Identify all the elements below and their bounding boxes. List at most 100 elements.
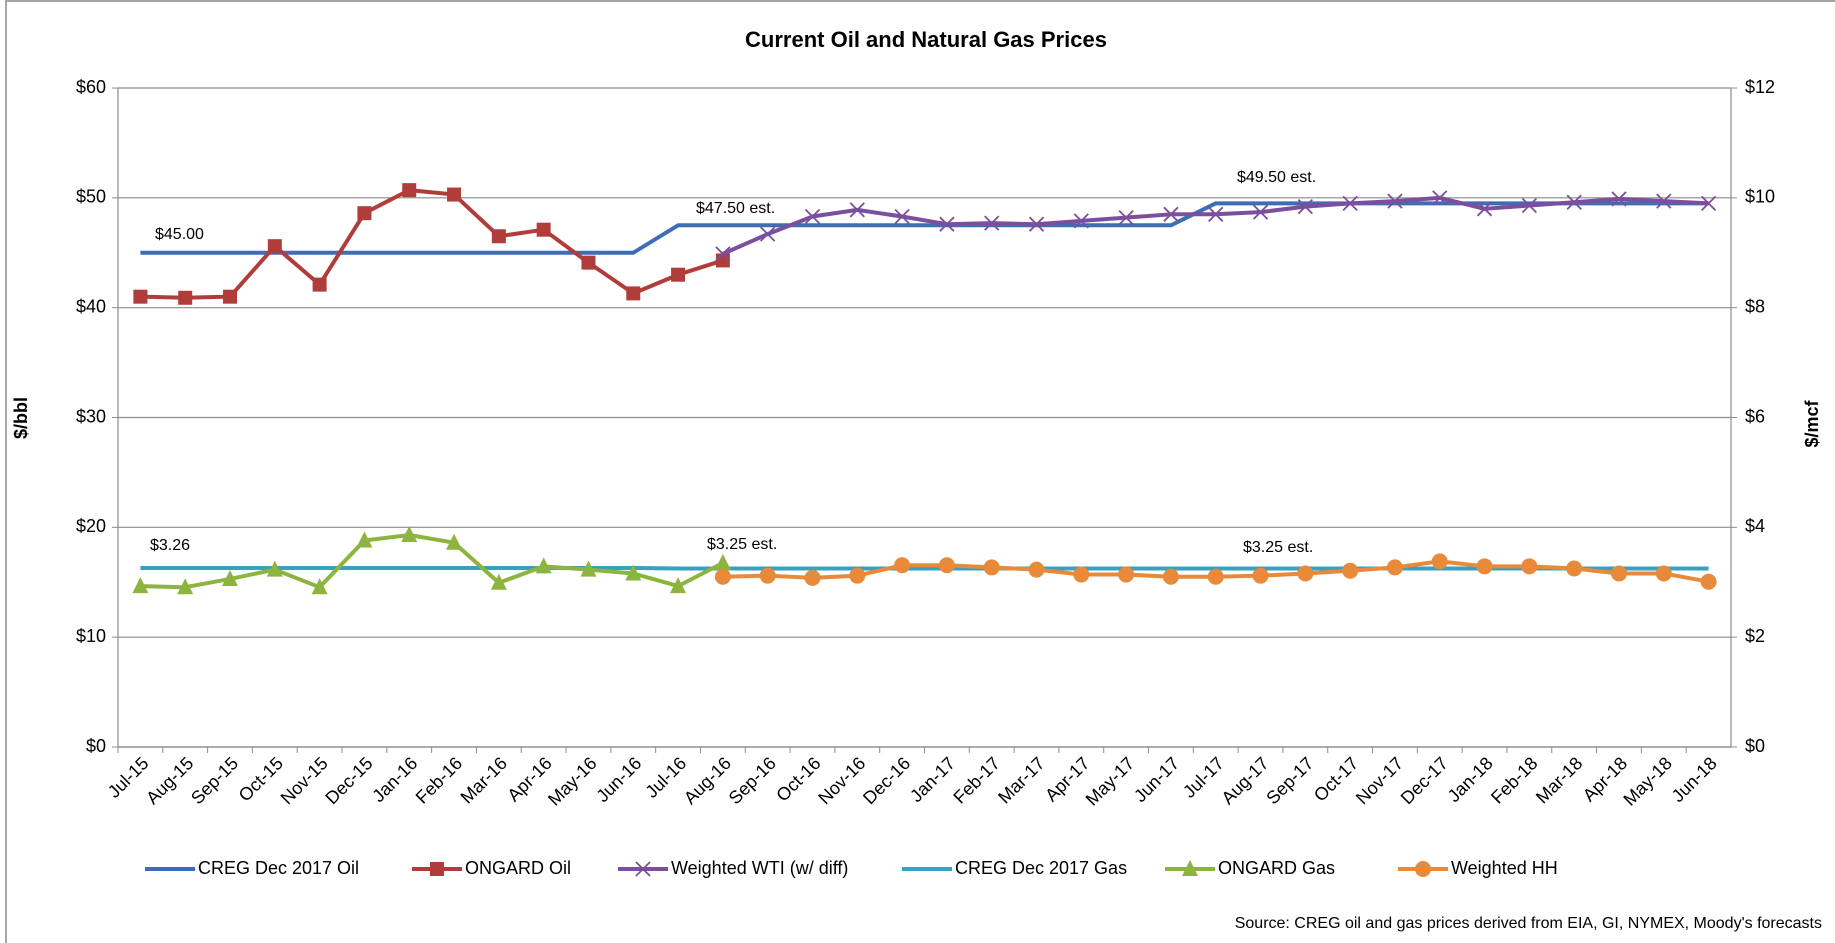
marker (178, 290, 193, 305)
marker (939, 216, 955, 232)
marker (671, 267, 686, 282)
y-tick-label: $30 (76, 406, 106, 426)
x-tick-label: Nov-16 (814, 753, 869, 808)
annotation: $49.50 est. (1237, 169, 1316, 186)
y2-tick-label: $0 (1745, 736, 1765, 756)
y2-tick-label: $8 (1745, 296, 1765, 316)
marker (984, 215, 1000, 231)
annotation: $45.00 (155, 226, 204, 243)
y2-tick-label: $12 (1745, 77, 1775, 97)
marker (715, 246, 731, 262)
marker (1655, 565, 1672, 582)
x-tick-label: Jun-18 (1668, 753, 1721, 806)
marker (1611, 191, 1627, 207)
marker (804, 569, 821, 586)
marker (1297, 198, 1313, 215)
marker (635, 861, 651, 877)
marker (311, 578, 328, 595)
x-tick-label: Aug-16 (680, 753, 735, 808)
marker (490, 573, 507, 590)
marker (1252, 567, 1269, 584)
x-tick-label: Jun-17 (1130, 753, 1183, 806)
y-axis-title: $/bbl (11, 397, 31, 439)
x-tick-label: Jan-17 (906, 753, 959, 806)
x-tick-label: Sep-17 (1262, 753, 1317, 808)
x-tick-label: Dec-15 (321, 753, 376, 808)
y-tick-label: $10 (76, 626, 106, 646)
y2-tick-label: $2 (1745, 626, 1765, 646)
marker (1252, 204, 1269, 220)
marker (581, 255, 596, 270)
x-tick-label: Mar-18 (1532, 753, 1586, 807)
marker (1521, 558, 1538, 575)
marker (1028, 216, 1045, 232)
marker (536, 222, 551, 237)
x-tick-label: May-16 (544, 753, 601, 810)
marker (1208, 206, 1224, 222)
x-tick-label: May-17 (1082, 753, 1139, 810)
x-tick-label: Sep-15 (187, 753, 242, 808)
marker (535, 557, 552, 574)
marker (804, 208, 821, 225)
marker (1431, 553, 1448, 570)
x-tick-label: Feb-17 (949, 753, 1003, 807)
y-tick-label: $20 (76, 516, 106, 536)
legend-item: Weighted HH (1398, 858, 1558, 878)
legend-item: ONGARD Gas (1165, 858, 1335, 878)
legend-label: ONGARD Gas (1218, 858, 1335, 878)
x-tick-label: Jan-18 (1444, 753, 1497, 806)
legend-item: Weighted WTI (w/ diff) (618, 858, 848, 878)
annotation: $47.50 est. (696, 200, 775, 217)
legend-label: CREG Dec 2017 Oil (198, 858, 359, 878)
y2-tick-label: $4 (1745, 516, 1765, 536)
x-tick-label: Dec-16 (859, 753, 914, 808)
x-tick-label: Jun-16 (592, 753, 645, 806)
x-tick-label: May-18 (1619, 753, 1676, 810)
x-tick-label: Dec-17 (1397, 753, 1452, 808)
x-tick-label: Feb-18 (1487, 753, 1541, 807)
marker (312, 277, 327, 292)
marker (760, 226, 776, 242)
marker (759, 567, 776, 584)
legend-item: CREG Dec 2017 Gas (902, 858, 1127, 878)
marker (491, 229, 506, 244)
marker (894, 557, 911, 574)
legend-label: ONGARD Oil (465, 858, 571, 878)
marker (625, 564, 642, 581)
x-tick-label: Feb-16 (412, 753, 466, 807)
marker (446, 533, 463, 550)
annotation: $3.25 est. (1243, 539, 1313, 556)
series-line (140, 533, 724, 590)
marker (132, 577, 149, 594)
marker (849, 202, 865, 218)
marker (401, 526, 418, 543)
marker (1566, 194, 1582, 210)
marker (266, 560, 283, 577)
marker (1415, 861, 1431, 877)
marker (715, 253, 730, 268)
marker (580, 560, 597, 577)
chart-frame (5, 0, 1835, 943)
marker (1700, 573, 1717, 590)
series-line (140, 565, 1709, 571)
marker (670, 577, 687, 594)
marker (223, 289, 238, 304)
marker (402, 183, 417, 198)
marker (1162, 568, 1179, 585)
marker (1182, 860, 1198, 876)
marker (356, 531, 373, 548)
x-tick-label: Nov-15 (277, 753, 332, 808)
marker (894, 208, 910, 225)
x-tick-label: Mar-17 (994, 753, 1048, 807)
legend-label: Weighted WTI (w/ diff) (671, 858, 848, 878)
marker (1432, 190, 1448, 206)
marker (1073, 566, 1090, 583)
y-tick-label: $60 (76, 77, 106, 97)
marker (714, 568, 731, 585)
marker (357, 206, 372, 221)
marker (1297, 565, 1314, 582)
marker (177, 578, 194, 595)
marker (1521, 197, 1538, 214)
chart-title: Current Oil and Natural Gas Prices (745, 27, 1107, 52)
